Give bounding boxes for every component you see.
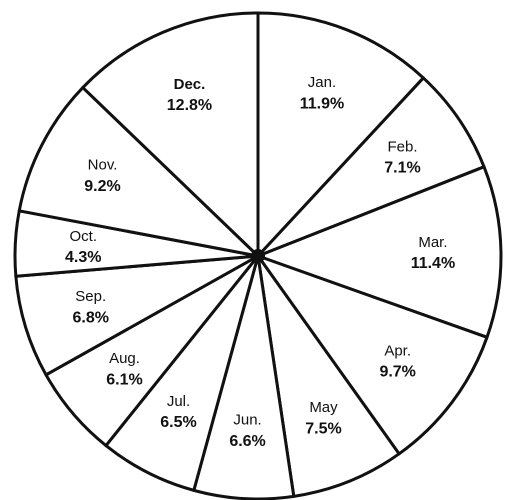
slice-label: Jul. bbox=[167, 393, 190, 410]
pie-slice bbox=[17, 86, 260, 258]
pie-center bbox=[251, 249, 265, 263]
slice-value-label: 4.3% bbox=[65, 249, 101, 266]
slice-label: Oct. bbox=[70, 228, 98, 245]
pie-slice bbox=[14, 254, 260, 377]
slice-label: Feb. bbox=[387, 138, 417, 155]
slice-value-label: 11.4% bbox=[411, 255, 455, 272]
pie-slice bbox=[256, 165, 503, 339]
pie-slice bbox=[256, 254, 401, 498]
slice-label: Jan. bbox=[308, 74, 336, 91]
pie-slice bbox=[81, 11, 260, 258]
slice-label: Sep. bbox=[75, 288, 106, 305]
slice-label: Aug. bbox=[109, 350, 140, 367]
pie-slice bbox=[256, 76, 486, 258]
slice-label: Jun. bbox=[233, 412, 261, 429]
slice-label: Apr. bbox=[384, 342, 411, 359]
slice-value-label: 12.8% bbox=[167, 97, 212, 114]
slice-value-label: 11.9% bbox=[300, 95, 344, 112]
slice-value-label: 7.1% bbox=[384, 160, 420, 177]
slice-value-label: 7.5% bbox=[305, 420, 341, 437]
pie-slice bbox=[256, 11, 425, 258]
slice-value-label: 9.2% bbox=[84, 178, 120, 195]
slice-value-label: 6.8% bbox=[72, 309, 108, 326]
slice-label: Dec. bbox=[174, 76, 206, 93]
slice-value-label: 9.7% bbox=[379, 364, 415, 381]
pie-slice bbox=[256, 254, 489, 456]
slice-value-label: 6.1% bbox=[106, 371, 142, 388]
slice-value-label: 6.5% bbox=[160, 414, 196, 431]
slice-label: Nov. bbox=[88, 157, 118, 174]
slice-value-label: 6.6% bbox=[229, 433, 265, 450]
slice-label: May bbox=[309, 399, 338, 416]
slice-label: Mar. bbox=[418, 234, 447, 251]
